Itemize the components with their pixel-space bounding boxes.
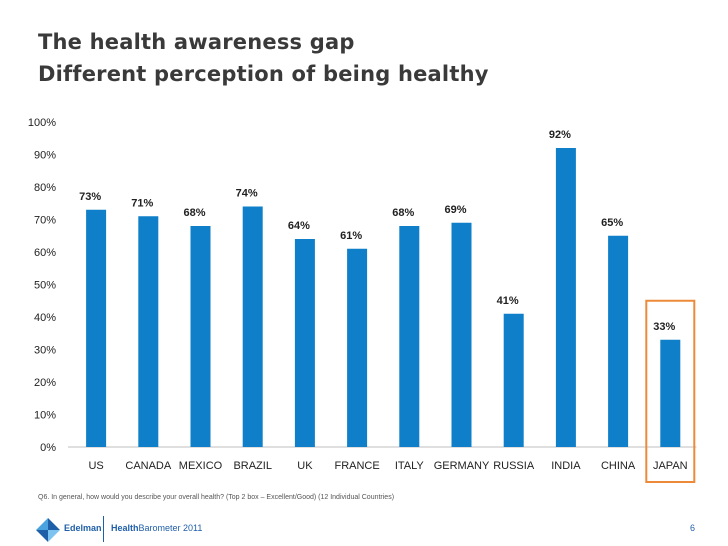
x-tick-label-uk: UK [297, 460, 313, 472]
data-label-us: 73% [79, 191, 101, 203]
bar-japan [660, 339, 681, 447]
x-tick-label-india: INDIA [551, 460, 581, 472]
bars [86, 148, 681, 447]
footer-divider [103, 516, 104, 542]
y-tick-label: 60% [34, 247, 56, 259]
data-label-japan: 33% [653, 321, 675, 333]
y-tick-label: 80% [34, 182, 56, 194]
bar-brazil [242, 206, 263, 447]
y-tick-label: 30% [34, 345, 56, 357]
bar-chart: 0% 10% 20% 30% 40% 50% 60% 70% 80% 90% 100% 73% 71%… [28, 117, 697, 483]
y-tick-label: 50% [34, 280, 56, 292]
data-label-uk: 64% [288, 220, 310, 232]
data-label-russia: 41% [497, 295, 519, 307]
bar-italy [399, 226, 420, 447]
highlight-box [645, 299, 696, 483]
x-tick-label-france: FRANCE [334, 460, 379, 472]
report-name-rest: Barometer 2011 [138, 523, 203, 533]
bar-canada [138, 216, 159, 447]
page-number: 6 [690, 523, 696, 533]
data-label-canada: 71% [131, 197, 153, 209]
y-tick-label: 90% [34, 150, 56, 162]
bar-india [555, 148, 576, 447]
bar-france [347, 248, 368, 447]
title-line-1: The health awareness gap [38, 30, 355, 54]
x-tick-label-brazil: BRAZIL [233, 460, 272, 472]
x-tick-label-germany: GERMANY [434, 460, 490, 472]
data-label-mexico: 68% [183, 207, 205, 219]
data-label-germany: 69% [444, 204, 466, 216]
data-label-india: 92% [549, 129, 571, 141]
x-tick-label-russia: RUSSIA [493, 460, 535, 472]
x-tick-label-mexico: MEXICO [179, 460, 223, 472]
footnote: Q6. In general, how would you describe y… [38, 494, 395, 501]
report-name-bold: Health [111, 523, 139, 533]
edelman-logo-icon [36, 518, 60, 542]
data-label-italy: 68% [392, 207, 414, 219]
brand-name: Edelman [64, 523, 102, 533]
data-label-france: 61% [340, 230, 362, 242]
footer: Edelman HealthBarometer 2011 6 [0, 510, 728, 546]
x-tick-label-canada: CANADA [125, 460, 172, 472]
bar-mexico [190, 226, 211, 447]
bar-uk [294, 239, 315, 447]
x-tick-label-us: US [88, 460, 103, 472]
y-tick-label: 20% [34, 377, 56, 389]
bar-russia [503, 313, 524, 447]
bar-china [608, 235, 629, 447]
x-axis: US CANADA MEXICO BRAZIL UK FRANCE ITALY GERMANY… [88, 460, 687, 472]
x-tick-label-japan: JAPAN [653, 460, 688, 472]
y-axis: 0% 10% 20% 30% 40% 50% 60% 70% 80% 90% 100% [28, 117, 697, 454]
data-label-brazil: 74% [236, 188, 258, 200]
y-tick-label: 0% [40, 442, 56, 454]
y-tick-label: 100% [28, 117, 56, 129]
bar-germany [451, 222, 472, 447]
y-tick-label: 40% [34, 312, 56, 324]
x-tick-label-italy: ITALY [395, 460, 425, 472]
data-label-china: 65% [601, 217, 623, 229]
y-tick-label: 10% [34, 410, 56, 422]
data-labels: 73% 71% 68% 74% 64% 61% 68% 69% 41% 92% 65% 33% [79, 129, 675, 333]
y-tick-label: 70% [34, 215, 56, 227]
title-line-2: Different perception of being healthy [38, 62, 489, 86]
x-tick-label-china: CHINA [601, 460, 636, 472]
report-name: HealthBarometer 2011 [111, 523, 202, 533]
bar-us [86, 209, 107, 447]
